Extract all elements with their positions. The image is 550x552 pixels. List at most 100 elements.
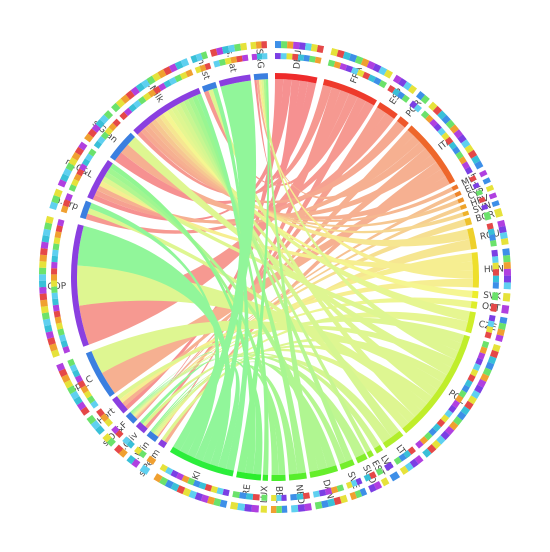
outer-band: [159, 463, 168, 473]
outer-band: [292, 41, 300, 50]
outer-band: [192, 479, 201, 488]
outer-band: [470, 390, 481, 400]
outer-band: [65, 162, 75, 172]
outer-band: [73, 396, 83, 406]
outer-band: [458, 156, 467, 165]
outer-band: [309, 55, 316, 63]
outer-band: [444, 136, 454, 146]
outer-band: [73, 173, 82, 182]
outer-band: [422, 448, 432, 458]
outer-band: [398, 453, 407, 462]
outer-band: [474, 160, 484, 170]
outer-band: [407, 446, 416, 455]
outer-band: [312, 490, 321, 498]
outer-band: [252, 493, 260, 501]
outer-band: [125, 90, 135, 100]
outer-band: [141, 79, 151, 89]
outer-band: [327, 59, 336, 68]
outer-band: [441, 114, 451, 125]
outer-band: [366, 60, 376, 70]
outer-band: [40, 299, 48, 307]
outer-band: [449, 124, 460, 134]
node-arc: [322, 79, 377, 106]
outer-band: [204, 62, 212, 71]
outer-band: [453, 129, 463, 139]
outer-band: [426, 444, 437, 454]
outer-band: [164, 466, 174, 476]
outer-band: [420, 94, 430, 105]
outer-band: [414, 454, 424, 465]
outer-band: [296, 493, 304, 500]
outer-band: [76, 401, 87, 411]
outer-band: [52, 243, 60, 251]
outer-band: [164, 479, 174, 489]
outer-band: [261, 53, 268, 60]
outer-band: [437, 110, 447, 120]
outer-band: [204, 483, 213, 492]
outer-band: [398, 77, 407, 88]
chord: [180, 80, 257, 455]
outer-band: [174, 74, 183, 83]
outer-band: [373, 77, 382, 86]
node-arc: [374, 444, 384, 454]
outer-band: [81, 158, 91, 167]
chord: [202, 87, 245, 465]
outer-band: [298, 42, 306, 50]
outer-band: [62, 199, 71, 208]
outer-band: [345, 481, 353, 489]
outer-band: [256, 53, 263, 60]
outer-band: [111, 102, 121, 113]
outer-band: [490, 240, 497, 247]
node-arc: [382, 430, 404, 449]
outer-band: [474, 384, 484, 394]
outer-band: [195, 52, 203, 62]
outer-band: [194, 66, 202, 74]
outer-band: [181, 475, 190, 484]
outer-band: [356, 69, 365, 78]
outer-band: [241, 54, 249, 62]
outer-band: [95, 425, 105, 435]
outer-band: [330, 486, 339, 494]
outer-band: [210, 485, 218, 494]
outer-band: [413, 104, 422, 113]
node-arc: [157, 439, 168, 449]
outer-band: [488, 192, 498, 200]
outer-band: [503, 268, 511, 276]
outer-band: [492, 269, 499, 276]
outer-band: [481, 340, 490, 349]
outer-band: [47, 337, 56, 346]
outer-band: [433, 123, 442, 132]
chord: [254, 79, 300, 179]
outer-band: [60, 205, 69, 214]
outer-band: [302, 492, 311, 500]
node-arc: [451, 184, 459, 191]
chord: [91, 320, 443, 390]
outer-band: [163, 66, 173, 76]
outer-band: [87, 128, 98, 138]
chord: [187, 97, 306, 474]
outer-band: [67, 358, 76, 367]
outer-band: [387, 84, 396, 94]
outer-band: [218, 58, 226, 66]
outer-band: [39, 280, 47, 288]
outer-band: [448, 141, 457, 150]
outer-band: [42, 228, 51, 237]
outer-band: [168, 76, 177, 86]
outer-band: [245, 493, 254, 500]
outer-band: [363, 473, 372, 482]
outer-band: [487, 228, 495, 236]
outer-band: [71, 151, 81, 161]
outer-band: [130, 86, 140, 96]
outer-band: [482, 177, 491, 185]
outer-band: [461, 384, 470, 393]
node-arc: [288, 472, 307, 481]
outer-band: [146, 75, 156, 85]
outer-band: [350, 67, 359, 75]
chord: [175, 103, 400, 438]
outer-band: [99, 114, 109, 124]
node-arc: [459, 203, 467, 210]
outer-band: [488, 314, 496, 322]
outer-band: [499, 231, 508, 240]
outer-band: [314, 501, 323, 510]
outer-band: [270, 505, 277, 513]
